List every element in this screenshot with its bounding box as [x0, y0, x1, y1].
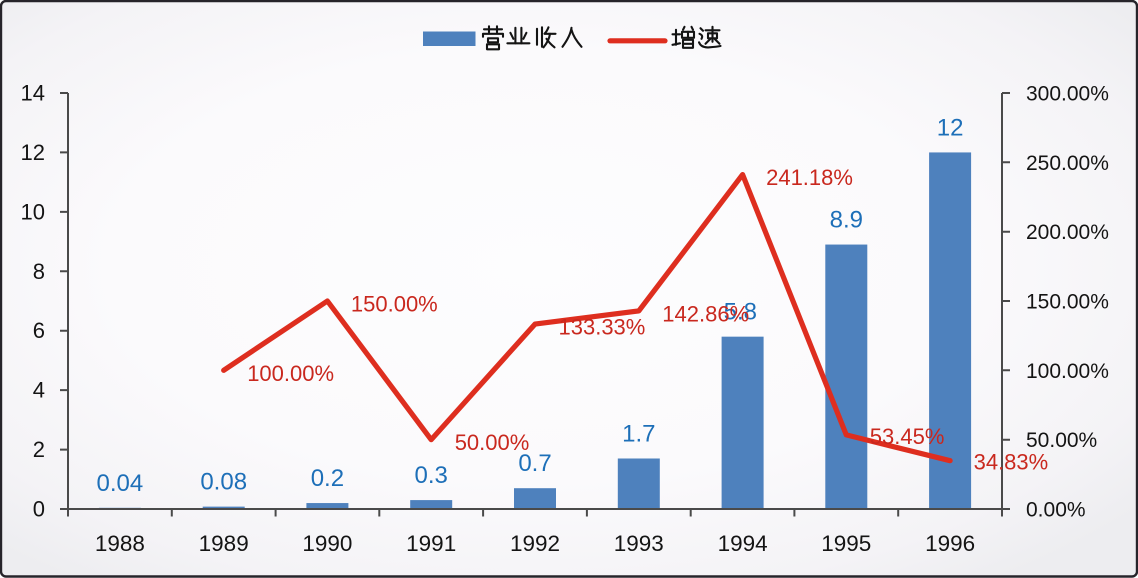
- svg-text:133.33%: 133.33%: [559, 315, 646, 340]
- svg-text:1996: 1996: [925, 531, 975, 556]
- svg-text:0.04: 0.04: [97, 470, 144, 497]
- svg-text:0.00%: 0.00%: [1026, 499, 1086, 522]
- svg-text:6: 6: [33, 318, 45, 343]
- svg-text:241.18%: 241.18%: [766, 165, 853, 190]
- svg-text:0.08: 0.08: [200, 469, 247, 496]
- svg-text:5.8: 5.8: [724, 299, 757, 326]
- svg-text:150.00%: 150.00%: [1026, 291, 1109, 314]
- svg-text:1.7: 1.7: [622, 421, 655, 448]
- svg-text:100.00%: 100.00%: [1026, 360, 1109, 383]
- svg-text:1994: 1994: [718, 531, 768, 556]
- svg-text:0: 0: [33, 497, 45, 522]
- svg-text:1993: 1993: [614, 531, 664, 556]
- svg-text:1995: 1995: [821, 531, 871, 556]
- svg-text:0.2: 0.2: [311, 465, 344, 492]
- svg-text:8.9: 8.9: [830, 207, 863, 234]
- svg-text:0.7: 0.7: [518, 450, 551, 477]
- svg-text:50.00%: 50.00%: [1026, 429, 1097, 452]
- svg-text:1990: 1990: [302, 531, 352, 556]
- svg-text:14: 14: [21, 81, 45, 106]
- svg-text:100.00%: 100.00%: [247, 361, 334, 386]
- svg-text:142.86%: 142.86%: [662, 301, 749, 326]
- svg-text:1988: 1988: [95, 531, 145, 556]
- svg-text:150.00%: 150.00%: [351, 292, 438, 317]
- svg-text:10: 10: [21, 199, 45, 224]
- svg-text:1992: 1992: [510, 531, 560, 556]
- svg-text:34.83%: 34.83%: [974, 450, 1049, 475]
- svg-text:200.00%: 200.00%: [1026, 221, 1109, 244]
- svg-text:4: 4: [33, 378, 45, 403]
- svg-text:8: 8: [33, 259, 45, 284]
- svg-text:1989: 1989: [199, 531, 249, 556]
- svg-text:1991: 1991: [406, 531, 456, 556]
- svg-text:250.00%: 250.00%: [1026, 152, 1109, 175]
- svg-text:50.00%: 50.00%: [455, 430, 530, 455]
- svg-text:2: 2: [33, 437, 45, 462]
- svg-text:12: 12: [937, 114, 964, 141]
- svg-text:0.3: 0.3: [415, 462, 448, 489]
- svg-text:53.45%: 53.45%: [870, 424, 945, 449]
- svg-text:12: 12: [21, 140, 45, 165]
- svg-text:300.00%: 300.00%: [1026, 83, 1109, 106]
